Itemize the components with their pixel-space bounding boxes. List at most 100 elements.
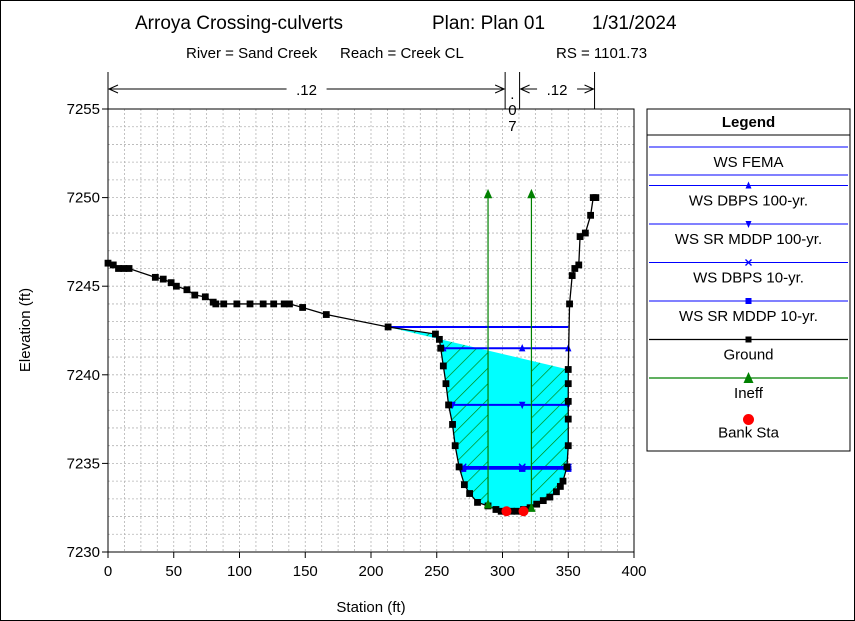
axes: 0 50 100 150 200 250 300 350 400 7230 7235 7240 7245… [67,101,647,580]
manning-n-label: .12 [296,82,317,99]
x-tick-label: 100 [227,563,252,580]
series-ground-point [439,362,447,370]
series-ground-point [220,300,228,308]
series-ground-point [576,233,584,240]
series-ground-point [442,380,450,388]
series-ws-sr-mddp-10-yr-point [519,465,526,472]
series-ground-point [125,265,133,272]
manning-n-label: .12 [547,82,568,99]
series-ineff-marker [527,502,536,512]
series-ground-point [533,500,541,508]
legend: Legend WS FEMA WS DBPS 100-yr. WS SR MDDP 1… [646,108,851,452]
series-ground-point [556,483,564,490]
series-ground-point [566,300,573,308]
water-area [388,326,569,512]
series-bank-sta-point [518,506,529,517]
series-ground-point [564,442,572,450]
chart-title: Arroya Crossing-culverts [135,13,343,34]
series-ground-point [564,397,572,405]
manning-n-annotations: .12.07 .12 [107,72,596,135]
series-ineff-marker [527,188,536,199]
series-ground-point [259,300,267,308]
legend-item-label: Bank Sta [718,425,780,442]
series-ground-point [201,293,209,301]
series-ground-point [432,330,439,338]
series-ground-point [384,323,392,331]
ineffective-hatch-left [388,326,489,506]
series-ground-point [539,497,547,505]
series-ground-point [322,311,330,318]
series-ground-point [492,506,500,513]
series-ground-point [508,507,516,515]
series-ws-sr-mddp-10-yr-point [459,465,467,472]
series-ground-point [286,300,293,308]
legend-symbol-marker [743,372,754,383]
series-ground-point [191,291,199,299]
series-ground-point [451,442,459,450]
series-ground-point [575,261,583,269]
legend-title: Legend [722,114,775,131]
chart-plan: Plan: Plan 01 [432,13,545,34]
subtitle-rs: RS = 1101.73 [556,45,647,62]
x-tick-label: 0 [104,563,112,580]
manning-arrow-head [584,84,595,94]
legend-item-label: Ground [723,347,773,364]
series-ground-point [167,279,175,287]
series-ground-point [581,229,589,237]
series-ground-point [563,463,571,471]
x-tick-label: 150 [293,563,318,580]
series-ground-point [466,490,474,497]
series-ground-point [559,477,567,485]
legend-box [646,108,851,452]
series-ground-point [460,481,468,489]
series-ws-sr-mddp-100-yr-point [519,401,526,410]
series-ground-point [435,335,443,343]
series-ground-point [159,275,167,283]
manning-arrow-head [519,84,530,94]
legend-symbol-marker [745,181,752,189]
x-axis-label: Station (ft) [336,599,405,616]
y-axis-label: Elevation (ft) [17,288,34,372]
legend-symbol-bank-sta [743,414,754,425]
series-ground-point [587,211,595,219]
series-ground-point [120,265,128,272]
series-ground-point [212,300,220,308]
series-ground-point [299,304,307,311]
series-ground-point [115,265,122,272]
series-ground-point [270,300,278,308]
series-bank-sta-point [501,506,512,517]
series-ground-point [564,366,572,373]
series-ground-point [449,421,456,428]
chart-date: 1/31/2024 [592,13,677,34]
legend-item-label: Ineff [734,385,764,402]
legend-item-label: WS FEMA [714,154,784,171]
grid [108,109,634,552]
x-tick-label: 300 [490,563,515,580]
series-ground-point [571,265,579,272]
y-tick-label: 7245 [67,278,100,295]
series-ws-dbps-100-yr-point [519,344,526,352]
legend-symbol-marker-stroke [745,259,752,266]
series-ground-point [172,282,180,290]
series-ground-point [455,463,463,471]
legend-item-label: WS DBPS 10-yr. [693,270,804,287]
y-tick-label: 7235 [67,455,100,472]
series-ground-point [246,300,254,308]
y-tick-label: 7240 [67,367,100,384]
subtitle-reach: Reach = Creek CL [340,45,464,62]
manning-n-label-char: 0 [508,102,516,119]
series-ground-point [564,415,572,423]
x-tick-label: 350 [556,563,581,580]
manning-n-label-char: . [510,86,514,103]
series-ground-point [474,498,481,506]
series-ground-point [233,300,241,308]
y-tick-label: 7255 [67,101,100,118]
subtitle-river: River = Sand Creek [186,45,318,62]
y-tick-label: 7230 [67,544,100,561]
manning-arrow-head [107,84,119,94]
series-ground-point [564,380,572,388]
series-ground-point [592,194,600,201]
ineffective-hatch-right [531,360,569,507]
legend-symbol-marker [745,336,752,343]
series-ineff-marker [483,188,493,199]
